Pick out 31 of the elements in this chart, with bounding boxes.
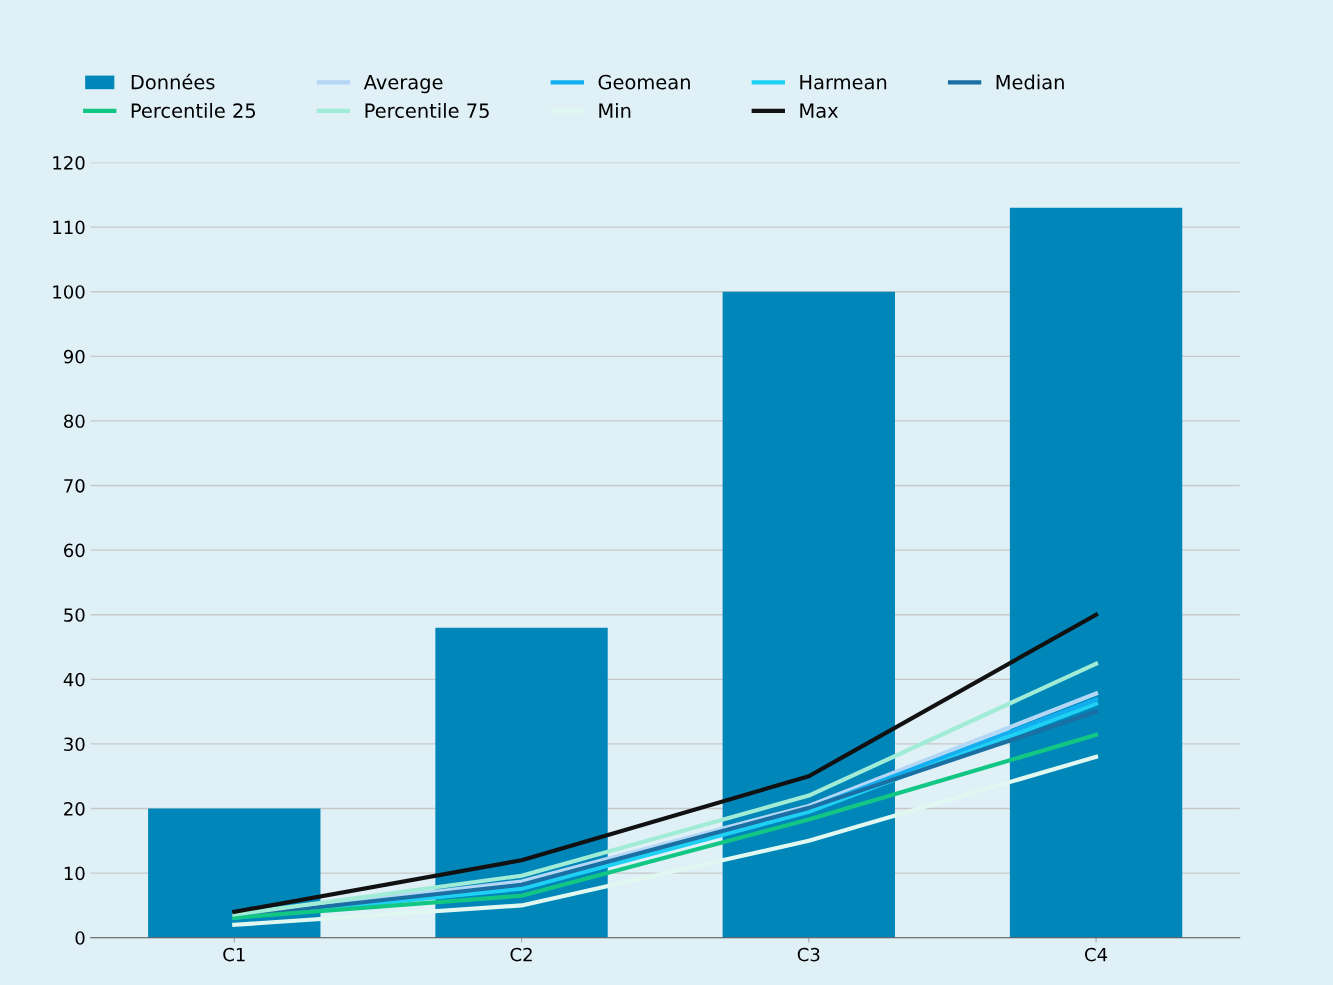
- y-tick-label: 120: [53, 155, 85, 170]
- x-tick-label: C1: [223, 947, 245, 962]
- y-tick-label: 60: [64, 543, 85, 558]
- bar: [1009, 207, 1183, 938]
- y-tick-label: 100: [53, 285, 85, 299]
- line-series: [232, 612, 1099, 914]
- legend-label: Average: [363, 75, 443, 94]
- legend-label: Harmean: [800, 75, 887, 90]
- bar: [722, 291, 895, 938]
- legend-label: Min: [599, 102, 631, 118]
- legend-label: Max: [800, 103, 839, 118]
- legend-label: Median: [996, 74, 1064, 90]
- y-tick-label: 90: [63, 349, 85, 364]
- legend-label: Percentile 75: [365, 102, 489, 118]
- y-tick-label: 50: [64, 608, 85, 622]
- y-tick-label: 110: [53, 220, 85, 235]
- y-tick-label: 80: [64, 414, 85, 429]
- y-tick-label: 70: [64, 478, 85, 493]
- y-tick-label: 10: [64, 866, 85, 881]
- legend-label: Percentile 25: [131, 102, 256, 118]
- y-tick-label: 0: [75, 931, 85, 945]
- x-tick-label: C2: [510, 947, 532, 962]
- bar: [435, 627, 608, 938]
- bar: [148, 808, 321, 938]
- y-tick-label: 40: [63, 672, 85, 687]
- x-tick-label: C4: [1085, 947, 1108, 962]
- x-tick-label: C3: [797, 947, 820, 962]
- y-tick-label: 20: [64, 801, 85, 816]
- y-tick-label: 30: [64, 737, 85, 752]
- legend-label: Données: [131, 73, 215, 90]
- legend-label: Geomean: [598, 74, 690, 90]
